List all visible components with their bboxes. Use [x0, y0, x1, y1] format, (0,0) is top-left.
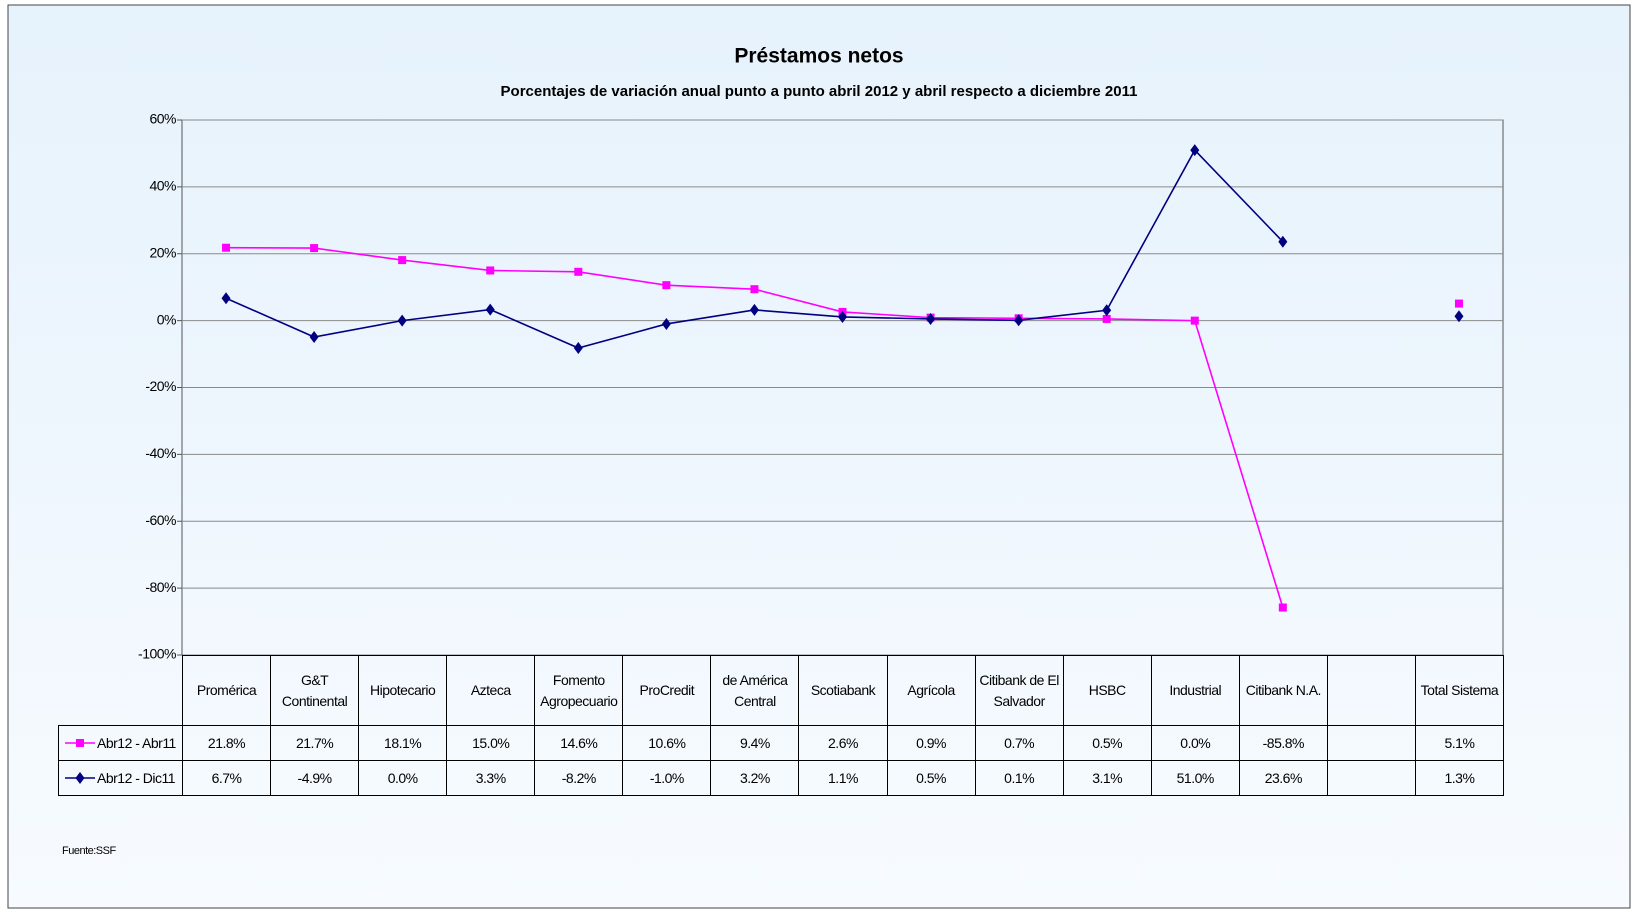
category-cell: G&T Continental [270, 655, 360, 726]
value-cell: 1.3% [1414, 760, 1504, 796]
value-cell: 15.0% [446, 725, 536, 761]
marker [1102, 304, 1112, 317]
value-cell: 0.0% [358, 760, 448, 796]
value-cell: 0.1% [974, 760, 1064, 796]
value-cell: 0.5% [1062, 725, 1152, 761]
value-cell: 6.7% [182, 760, 272, 796]
y-tick-label: 40% [149, 178, 176, 194]
value-cell: -85.8% [1238, 725, 1328, 761]
y-tick-label: 0% [157, 311, 176, 327]
legend-label: Abr12 - Dic11 [97, 769, 176, 786]
marker [661, 317, 671, 330]
y-tick-label: -100% [138, 646, 176, 662]
value-cell: 0.9% [886, 725, 976, 761]
chart-frame [7, 4, 1631, 909]
marker [574, 267, 583, 276]
value-cell: 3.1% [1062, 760, 1152, 796]
chart-title: Préstamos netos [734, 45, 903, 68]
value-cell: -1.0% [622, 760, 712, 796]
value-cell: 51.0% [1150, 760, 1240, 796]
value-cell: -4.9% [270, 760, 360, 796]
marker [397, 314, 407, 327]
legend-swatch [65, 772, 95, 784]
category-cell: Citibank de El Salvador [974, 655, 1064, 726]
marker [838, 310, 847, 323]
value-cell: 3.3% [446, 760, 536, 796]
source-note: Fuente:SSF [62, 845, 116, 857]
marker [486, 266, 495, 275]
category-cell: Industrial [1150, 655, 1240, 726]
value-cell: -8.2% [534, 760, 624, 796]
value-cell: 14.6% [534, 725, 624, 761]
category-cell: Total Sistema [1414, 655, 1504, 726]
value-cell: 21.7% [270, 725, 360, 761]
y-tick-label: -20% [145, 378, 176, 394]
marker [1278, 235, 1288, 248]
value-cell: 2.6% [798, 725, 888, 761]
marker [485, 303, 495, 316]
y-tick-label: -60% [145, 512, 176, 528]
y-tick-label: 60% [149, 111, 176, 127]
value-cell: 1.1% [798, 760, 888, 796]
marker [310, 244, 319, 253]
value-cell: 0.7% [974, 725, 1064, 761]
legend-label: Abr12 - Abr11 [97, 734, 176, 751]
marker [1102, 314, 1111, 323]
value-cell: 0.0% [1150, 725, 1240, 761]
category-cell: de América Central [710, 655, 800, 726]
category-cell [1326, 655, 1416, 726]
category-cell: Agrícola [886, 655, 976, 726]
category-cell: Citibank N.A. [1238, 655, 1328, 726]
marker [222, 243, 231, 252]
legend-marker [76, 739, 84, 747]
marker [573, 342, 583, 355]
legend-cell: Abr12 - Abr11 [58, 725, 183, 761]
value-cell: 23.6% [1238, 760, 1328, 796]
value-cell: 9.4% [710, 725, 800, 761]
marker [662, 281, 671, 290]
marker [1190, 316, 1199, 325]
marker [926, 312, 936, 325]
marker [1454, 310, 1464, 323]
marker [1190, 144, 1200, 157]
category-cell: HSBC [1062, 655, 1152, 726]
legend-swatch [65, 739, 95, 747]
marker [309, 331, 319, 344]
y-tick-label: -40% [145, 445, 176, 461]
value-cell [1326, 760, 1416, 796]
marker [1454, 299, 1463, 308]
chart-subtitle: Porcentajes de variación anual punto a p… [501, 83, 1138, 100]
marker [1014, 314, 1024, 327]
category-cell: Hipotecario [358, 655, 448, 726]
legend-marker [75, 772, 85, 784]
legend-cell: Abr12 - Dic11 [58, 760, 183, 796]
value-cell: 21.8% [182, 725, 272, 761]
category-cell: Promérica [182, 655, 272, 726]
marker [750, 285, 759, 294]
y-tick-label: -80% [145, 579, 176, 595]
value-cell [1326, 725, 1416, 761]
marker [398, 256, 407, 265]
marker [221, 292, 231, 305]
value-cell: 5.1% [1414, 725, 1504, 761]
category-cell: Scotiabank [798, 655, 888, 726]
value-cell: 0.5% [886, 760, 976, 796]
y-tick-label: 20% [149, 244, 176, 260]
value-cell: 18.1% [358, 725, 448, 761]
marker [749, 303, 759, 316]
value-cell: 10.6% [622, 725, 712, 761]
category-cell: ProCredit [622, 655, 712, 726]
marker [1278, 603, 1287, 612]
category-cell: Fomento Agropecuario [534, 655, 624, 726]
category-cell: Azteca [446, 655, 536, 726]
value-cell: 3.2% [710, 760, 800, 796]
